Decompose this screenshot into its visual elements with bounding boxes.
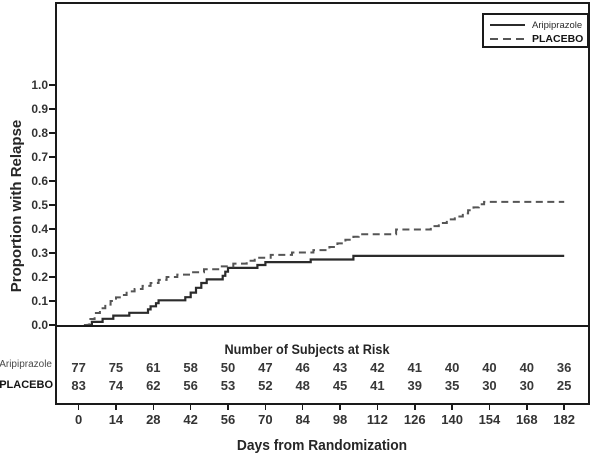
x-tick-mark xyxy=(339,404,341,410)
x-tick-mark xyxy=(152,404,155,410)
risk-value: 45 xyxy=(332,378,348,393)
x-tick-label: 140 xyxy=(441,412,463,427)
x-tick-label: 70 xyxy=(258,412,273,427)
y-tick-mark xyxy=(49,276,56,278)
risk-value: 41 xyxy=(407,360,422,375)
x-tick-label: 112 xyxy=(366,412,388,427)
risk-value: 35 xyxy=(444,378,460,393)
y-tick-label: 0.8 xyxy=(31,126,48,140)
legend-row-placebo: PLACEBO xyxy=(490,32,584,46)
y-tick-label: 0.4 xyxy=(31,222,48,236)
risk-value: 40 xyxy=(444,360,460,375)
risk-value: 47 xyxy=(258,360,273,375)
legend-box: Aripiprazole PLACEBO xyxy=(482,13,589,48)
risk-value: 46 xyxy=(295,360,310,375)
y-tick-label: 0.9 xyxy=(31,102,48,116)
risk-value: 77 xyxy=(71,360,86,375)
risk-value: 36 xyxy=(556,360,572,375)
risk-value: 58 xyxy=(183,360,198,375)
risk-value: 39 xyxy=(407,378,422,393)
y-tick-label: 0.0 xyxy=(31,318,48,332)
x-tick-mark xyxy=(414,404,416,410)
risk-value: 53 xyxy=(220,378,236,393)
x-axis-title: Days from Randomization xyxy=(236,437,408,454)
x-tick-label: 28 xyxy=(146,412,161,427)
y-tick-mark xyxy=(49,156,56,158)
km-curves-canvas xyxy=(83,200,565,325)
risk-value: 30 xyxy=(519,378,535,393)
risk-value: 75 xyxy=(108,360,124,375)
x-tick-mark xyxy=(376,404,379,410)
risk-value: 25 xyxy=(556,378,572,393)
x-tick-label: 84 xyxy=(295,412,310,427)
risk-row-label-placebo: PLACEBO xyxy=(0,379,53,391)
legend-dashed-line-icon xyxy=(490,38,525,40)
risk-value: 83 xyxy=(71,378,86,393)
risk-value: 40 xyxy=(519,360,535,375)
x-tick-label: 98 xyxy=(332,412,348,427)
x-tick-mark xyxy=(488,404,491,410)
risk-value: 30 xyxy=(482,378,497,393)
y-tick-label: 0.1 xyxy=(31,294,48,308)
risk-value: 56 xyxy=(183,378,198,393)
risk-value: 62 xyxy=(146,378,161,393)
x-tick-label: 168 xyxy=(515,412,538,427)
x-tick-mark xyxy=(526,404,528,410)
y-tick-mark xyxy=(49,84,56,86)
x-tick-label: 0 xyxy=(74,412,83,427)
plot-frame xyxy=(55,2,590,405)
risk-value: 61 xyxy=(146,360,161,375)
risk-value: 40 xyxy=(482,360,497,375)
y-tick-mark xyxy=(49,300,56,302)
x-tick-label: 182 xyxy=(553,412,575,427)
x-tick-label: 154 xyxy=(478,412,501,427)
risk-value: 43 xyxy=(332,360,348,375)
km-curve-placebo xyxy=(83,200,565,325)
x-tick-mark xyxy=(264,404,267,410)
x-tick-mark xyxy=(189,404,192,410)
y-tick-mark xyxy=(49,228,56,230)
risk-value: 74 xyxy=(108,378,124,393)
risk-value: 41 xyxy=(370,378,385,393)
km-curve-aripiprazole xyxy=(86,254,565,325)
y-tick-mark xyxy=(49,180,56,182)
x-tick-mark xyxy=(77,404,80,410)
risk-value: 50 xyxy=(220,360,236,375)
y-tick-mark xyxy=(49,132,56,134)
plot-table-divider xyxy=(55,325,590,327)
legend-label-placebo: PLACEBO xyxy=(532,33,584,45)
y-tick-label: 0.6 xyxy=(31,174,48,188)
risk-value: 52 xyxy=(258,378,273,393)
legend-row-aripiprazole: Aripiprazole xyxy=(490,18,582,32)
y-tick-label: 0.5 xyxy=(31,198,48,212)
x-tick-mark xyxy=(563,404,565,410)
x-tick-label: 42 xyxy=(183,412,198,427)
legend-label-aripiprazole: Aripiprazole xyxy=(532,19,583,31)
y-tick-mark xyxy=(49,252,56,254)
y-tick-label: 0.7 xyxy=(31,150,48,164)
risk-table-title: Number of Subjects at Risk xyxy=(224,342,390,357)
risk-row-label-aripiprazole: Aripiprazole xyxy=(0,359,52,370)
y-tick-mark xyxy=(49,108,56,110)
x-tick-mark xyxy=(301,404,304,410)
y-tick-label: 0.3 xyxy=(31,246,48,260)
x-tick-mark xyxy=(227,404,229,410)
risk-value: 48 xyxy=(295,378,310,393)
y-tick-mark xyxy=(49,204,56,206)
x-tick-label: 126 xyxy=(403,412,426,427)
x-tick-mark xyxy=(451,404,453,410)
y-tick-label: 0.2 xyxy=(31,270,48,284)
risk-value: 42 xyxy=(370,360,385,375)
x-tick-label: 56 xyxy=(220,412,236,427)
legend-solid-line-icon xyxy=(490,24,525,26)
y-tick-mark xyxy=(49,324,56,326)
x-tick-mark xyxy=(115,404,117,410)
y-tick-label: 1.0 xyxy=(31,78,48,92)
x-tick-label: 14 xyxy=(108,412,124,427)
